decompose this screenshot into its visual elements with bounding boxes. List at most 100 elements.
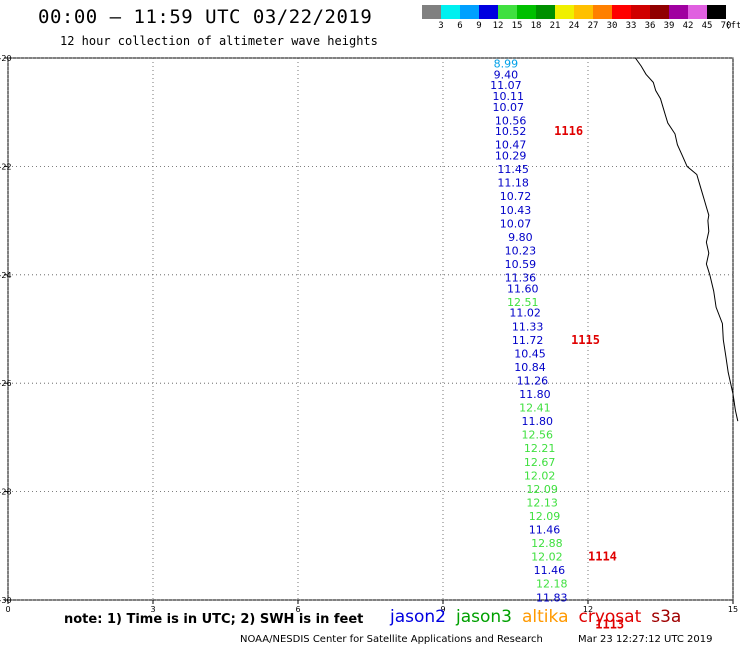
wave-height-label: 10.84 <box>514 361 546 374</box>
wave-height-label: 10.72 <box>500 190 532 203</box>
footer-note: note: 1) Time is in UTC; 2) SWH is in fe… <box>64 612 364 627</box>
wave-height-label: 9.40 <box>494 68 519 81</box>
wave-height-label: 12.56 <box>522 429 554 442</box>
legend-swatches <box>422 5 726 19</box>
footer-timestamp: Mar 23 12:27:12 UTC 2019 <box>578 634 713 645</box>
x-tick-label: 6 <box>295 605 300 614</box>
y-tick-label: -28 <box>0 488 12 497</box>
wave-height-label: 12.51 <box>507 296 539 309</box>
coastline <box>634 57 739 422</box>
satellite-cryosat: cryosat <box>578 607 642 627</box>
legend-label: 3 <box>438 21 444 31</box>
wave-height-label: 11.02 <box>509 307 541 320</box>
legend-swatch-42 <box>669 5 688 19</box>
time-label: 1113 <box>595 617 624 631</box>
legend-swatch-33 <box>612 5 631 19</box>
legend-swatch-9 <box>460 5 479 19</box>
x-tick-label: 9 <box>440 605 445 614</box>
time-label: 1115 <box>571 333 600 347</box>
wave-height-label: 11.07 <box>490 79 522 92</box>
wave-height-label: 10.59 <box>505 258 537 271</box>
legend-swatch-27 <box>574 5 593 19</box>
wave-height-label: 12.02 <box>524 469 556 482</box>
wave-height-label: 12.88 <box>531 537 563 550</box>
wave-height-label: 11.80 <box>519 388 551 401</box>
footer-credit: NOAA/NESDIS Center for Satellite Applica… <box>240 634 543 645</box>
legend-swatch-45 <box>688 5 707 19</box>
wave-height-label: 11.83 <box>536 591 568 604</box>
legend-label: 39 <box>663 21 675 31</box>
wave-height-label: 10.56 <box>495 114 527 127</box>
wave-height-label: 12.13 <box>526 496 558 509</box>
legend-label: 70 <box>720 21 732 31</box>
legend-label: 27 <box>587 21 599 31</box>
y-tick-label: -20 <box>0 54 12 63</box>
wave-height-label: 11.46 <box>529 524 561 537</box>
wave-height-label: 11.80 <box>522 415 554 428</box>
y-tick-label: -26 <box>0 379 12 388</box>
legend-swatch-6 <box>441 5 460 19</box>
legend-label: 12 <box>492 21 504 31</box>
satellite-s3a: s3a <box>651 607 682 627</box>
satellite-legend: jason2 jason3 altika cryosat s3a <box>390 607 691 627</box>
wave-height-label: 11.18 <box>497 177 529 190</box>
x-tick-label: 12 <box>583 605 593 614</box>
legend-label: 33 <box>625 21 637 31</box>
legend-swatch-36 <box>631 5 650 19</box>
wave-height-label: 10.07 <box>493 101 525 114</box>
wave-height-label: 12.02 <box>531 551 563 564</box>
wave-height-label: 12.41 <box>519 402 551 415</box>
wave-height-label: 10.23 <box>505 244 537 257</box>
wave-height-label: 12.09 <box>529 510 561 523</box>
wave-height-label: 11.26 <box>517 374 549 387</box>
legend-label: 36 <box>644 21 656 31</box>
wave-height-label: 10.47 <box>495 139 527 152</box>
legend-swatch-24 <box>555 5 574 19</box>
satellite-jason3: jason3 <box>456 607 512 627</box>
legend-label: 30 <box>606 21 618 31</box>
wave-height-label: 11.45 <box>497 163 529 176</box>
legend-label: 45 <box>701 21 713 31</box>
wave-height-label: 10.29 <box>495 150 527 163</box>
legend-label: 9 <box>476 21 482 31</box>
legend-unit: (ft) <box>725 21 740 31</box>
satellite-jason2: jason2 <box>390 607 446 627</box>
wave-height-label: 11.60 <box>507 282 539 295</box>
wave-height-label: 11.33 <box>512 320 544 333</box>
legend-label: 6 <box>457 21 463 31</box>
satellite-altika: altika <box>522 607 569 627</box>
wave-height-label: 9.80 <box>508 231 533 244</box>
legend-label: 24 <box>568 21 580 31</box>
map-frame <box>7 57 734 601</box>
wave-height-label: 10.43 <box>500 204 532 217</box>
wave-height-label: 10.52 <box>495 125 527 138</box>
wave-height-label: 11.72 <box>512 334 544 347</box>
legend-swatch-12 <box>479 5 498 19</box>
x-tick-label: 3 <box>150 605 155 614</box>
y-tick-label: -22 <box>0 162 12 171</box>
legend-swatch-21 <box>536 5 555 19</box>
legend-swatch-70 <box>707 5 726 19</box>
x-tick-label: 15 <box>728 605 738 614</box>
wave-height-label: 12.18 <box>536 578 568 591</box>
wave-height-label: 12.21 <box>524 442 556 455</box>
chart-subtitle: 12 hour collection of altimeter wave hei… <box>60 34 378 48</box>
legend-swatch-30 <box>593 5 612 19</box>
wave-height-label: 11.36 <box>505 272 537 285</box>
x-tick-label: 0 <box>5 605 10 614</box>
legend-label: 18 <box>530 21 542 31</box>
legend-swatch-15 <box>498 5 517 19</box>
legend-label: 15 <box>511 21 523 31</box>
legend-label: 42 <box>682 21 694 31</box>
y-tick-label: -30 <box>0 596 12 605</box>
legend-swatch-18 <box>517 5 536 19</box>
chart-title: 00:00 – 11:59 UTC 03/22/2019 <box>38 6 373 28</box>
wave-height-label: 10.45 <box>514 347 546 360</box>
wave-height-label: 11.46 <box>534 564 566 577</box>
wave-height-label: 12.09 <box>526 483 558 496</box>
time-label: 1114 <box>588 550 617 564</box>
legend-label: 21 <box>549 21 561 31</box>
